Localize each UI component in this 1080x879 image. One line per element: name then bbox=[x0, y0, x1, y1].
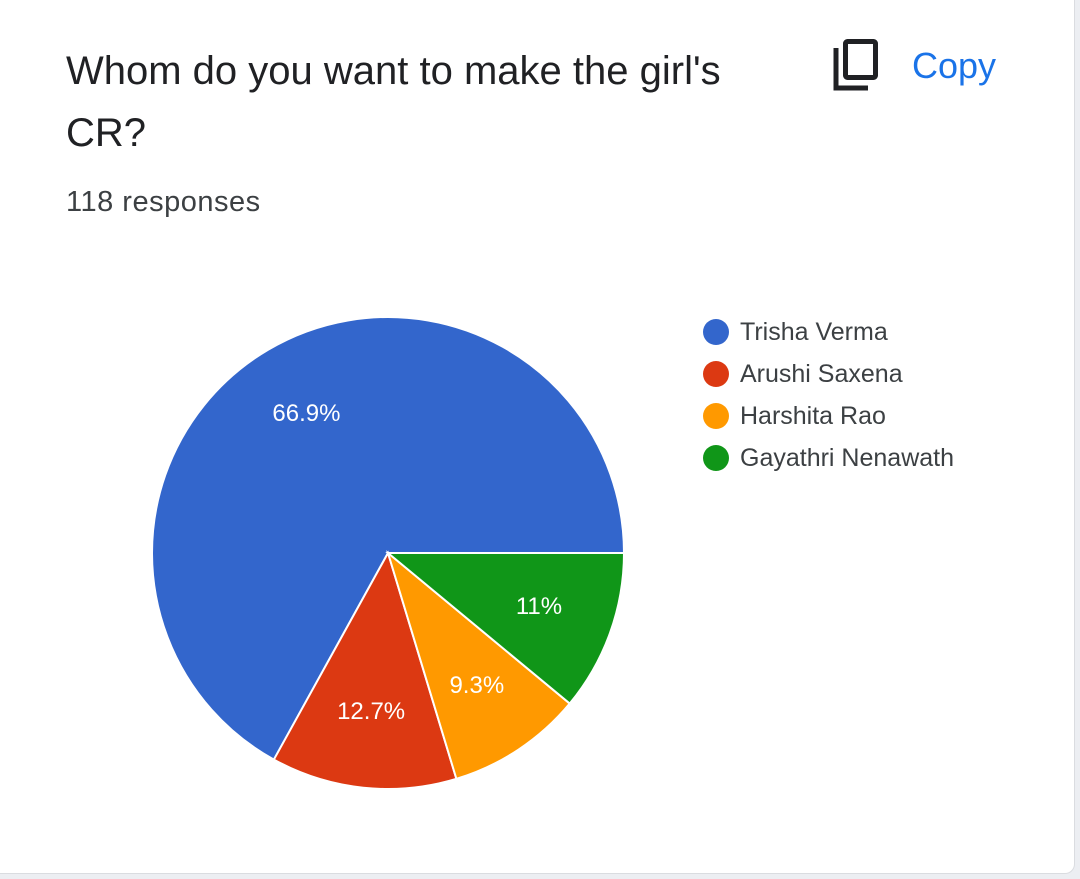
legend-label: Arushi Saxena bbox=[740, 359, 903, 388]
copy-label: Copy bbox=[912, 45, 997, 86]
legend-label: Trisha Verma bbox=[740, 317, 888, 346]
legend-item-arushi-saxena[interactable]: Arushi Saxena bbox=[703, 353, 954, 395]
pie-slice-gayathri-nenawath[interactable] bbox=[385, 552, 626, 705]
copy-icon bbox=[833, 39, 878, 91]
pie-slice-harshita-rao[interactable] bbox=[386, 550, 572, 781]
pie-chart: 66.9% 12.7% 9.3% 11% bbox=[151, 316, 626, 790]
legend-swatch bbox=[703, 403, 729, 429]
legend-item-harshita-rao[interactable]: Harshita Rao bbox=[703, 395, 954, 437]
legend-label: Harshita Rao bbox=[740, 401, 886, 430]
pie-label-trisha-verma: 66.9% bbox=[272, 400, 340, 427]
response-count: 118 responses bbox=[66, 186, 261, 218]
legend-swatch bbox=[703, 445, 729, 471]
pie-slice-arushi-saxena[interactable] bbox=[272, 550, 458, 790]
question-title: Whom do you want to make the girl's CR? bbox=[66, 49, 721, 155]
chart-legend: Trisha Verma Arushi Saxena Harshita Rao Gay… bbox=[703, 311, 954, 479]
legend-swatch bbox=[703, 319, 729, 345]
copy-button[interactable]: Copy bbox=[830, 34, 1020, 98]
pie-slice-trisha-verma[interactable] bbox=[151, 316, 626, 761]
legend-item-trisha-verma[interactable]: Trisha Verma bbox=[703, 311, 954, 353]
pie-label-arushi-saxena: 12.7% bbox=[337, 698, 405, 725]
pie-label-harshita-rao: 9.3% bbox=[449, 672, 504, 699]
legend-item-gayathri-nenawath[interactable]: Gayathri Nenawath bbox=[703, 437, 954, 479]
legend-swatch bbox=[703, 361, 729, 387]
pie-label-gayathri-nenawath: 11% bbox=[516, 593, 562, 620]
legend-label: Gayathri Nenawath bbox=[740, 443, 955, 472]
